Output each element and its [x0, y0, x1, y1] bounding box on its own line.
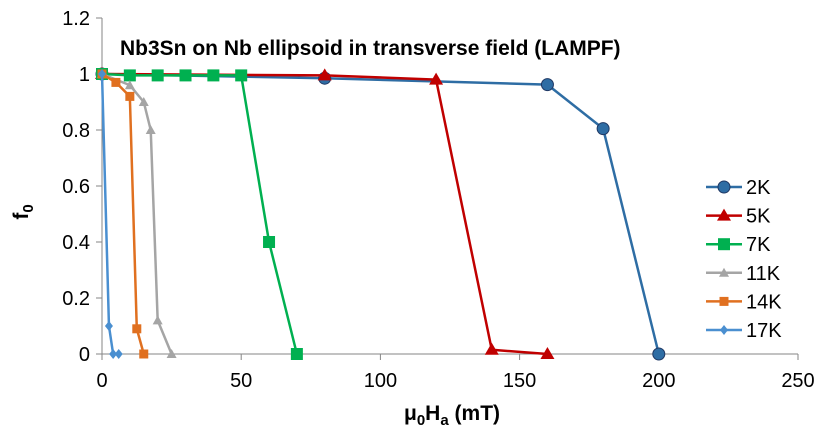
legend-label: 2K: [746, 177, 771, 199]
x-tick-label: 200: [642, 370, 675, 392]
legend-label: 14K: [746, 291, 782, 313]
legend-item-17K: 17K: [706, 320, 782, 342]
series-7K: [96, 68, 303, 360]
data-point-2K: [652, 347, 666, 361]
data-point-5K: [317, 68, 332, 81]
x-axis-title-sub2: a: [440, 412, 449, 429]
legend: 2K 5K 7K 11K 14K 17K: [706, 177, 782, 342]
data-point-2K: [540, 78, 554, 92]
legend-label: 7K: [746, 234, 771, 256]
y-axis-title-sub: 0: [20, 204, 37, 212]
data-point-17K: [114, 349, 123, 359]
x-tick-label: 100: [364, 370, 397, 392]
x-axis-title: μ0Ha (mT): [404, 402, 500, 429]
data-point-11K: [145, 125, 156, 134]
series-line-5K: [101, 72, 548, 356]
series-line-11K: [101, 72, 173, 355]
y-tick-label: 1: [79, 64, 90, 86]
data-point-17K: [98, 69, 106, 79]
series-17K: [98, 69, 123, 359]
y-tick-label: 0.6: [62, 176, 90, 198]
y-tick-label: 0.4: [62, 232, 90, 254]
data-point-7K: [235, 69, 248, 82]
data-point-14K: [125, 91, 135, 101]
data-point-5K: [429, 72, 444, 85]
data-point-7K: [123, 69, 136, 82]
legend-item-7K: 7K: [706, 234, 771, 256]
x-axis-title-tail: (mT): [449, 402, 500, 425]
data-point-11K: [166, 349, 177, 358]
data-point-7K: [207, 69, 220, 82]
data-point-7K: [290, 348, 303, 360]
data-point-5K: [484, 342, 499, 355]
series-5K: [95, 67, 555, 359]
x-tick-label: 250: [781, 370, 814, 392]
y-axis-title-group: f0: [10, 204, 37, 219]
legend-marker: [717, 180, 731, 194]
data-point-2K: [596, 122, 610, 136]
chart-title: Nb3Sn on Nb ellipsoid in transverse fiel…: [120, 37, 621, 60]
x-tick-label: 150: [503, 370, 536, 392]
data-point-7K: [179, 69, 192, 82]
series-group: [95, 67, 666, 361]
legend-label: 17K: [746, 320, 782, 342]
x-axis-title-mid: H: [425, 402, 440, 425]
data-point-11K: [138, 97, 149, 106]
legend-marker: [719, 296, 729, 306]
legend-item-2K: 2K: [706, 177, 771, 199]
y-tick-label: 1.2: [62, 8, 90, 30]
y-axis-title-main: f: [10, 212, 33, 220]
data-point-14K: [132, 324, 142, 334]
data-point-7K: [263, 236, 276, 248]
legend-marker: [718, 238, 730, 251]
legend-label: 5K: [746, 206, 771, 228]
legend-item-5K: 5K: [706, 206, 771, 228]
legend-marker: [720, 325, 728, 335]
x-tick-label: 50: [230, 370, 252, 392]
series-2K: [95, 67, 666, 361]
y-tick-label: 0.8: [62, 120, 90, 142]
y-tick-label: 0.2: [62, 288, 90, 310]
series-line-2K: [101, 72, 661, 355]
axes: 0 0.2 0.4 0.6 0.8 1 1.2 0 50 100 150 200 250: [62, 8, 815, 392]
y-tick-label: 0: [79, 344, 90, 366]
data-point-14K: [139, 349, 149, 359]
x-axis-title-sub1: 0: [417, 412, 425, 429]
data-point-7K: [151, 69, 164, 82]
legend-marker: [717, 208, 731, 221]
data-point-11K: [152, 315, 163, 325]
x-tick-label: 0: [96, 370, 107, 392]
data-point-11K: [124, 80, 135, 90]
data-point-14K: [111, 77, 121, 87]
data-point-17K: [109, 349, 118, 359]
x-axis-title-main: μ: [404, 402, 417, 425]
legend-label: 11K: [746, 263, 781, 285]
legend-marker: [719, 267, 729, 277]
data-point-5K: [540, 347, 555, 359]
y-axis-title: f0: [10, 204, 37, 219]
series-line-17K: [100, 73, 119, 356]
legend-item-11K: 11K: [706, 263, 781, 285]
legend-item-14K: 14K: [706, 291, 782, 313]
data-point-17K: [104, 321, 113, 331]
